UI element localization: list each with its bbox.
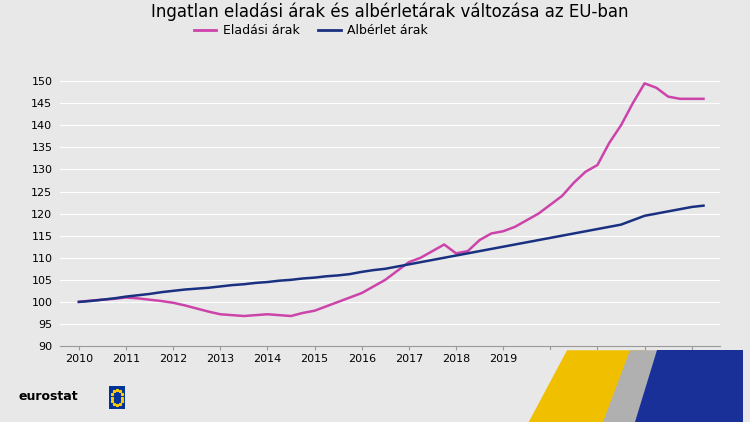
Polygon shape bbox=[603, 350, 664, 422]
Title: Ingatlan eladási árak és albérletárak változása az EU-ban: Ingatlan eladási árak és albérletárak vá… bbox=[152, 3, 628, 22]
Polygon shape bbox=[634, 350, 742, 422]
Legend: Eladási árak, Albérlet árak: Eladási árak, Albérlet árak bbox=[189, 19, 433, 43]
Polygon shape bbox=[529, 350, 648, 422]
Text: eurostat: eurostat bbox=[19, 390, 78, 403]
